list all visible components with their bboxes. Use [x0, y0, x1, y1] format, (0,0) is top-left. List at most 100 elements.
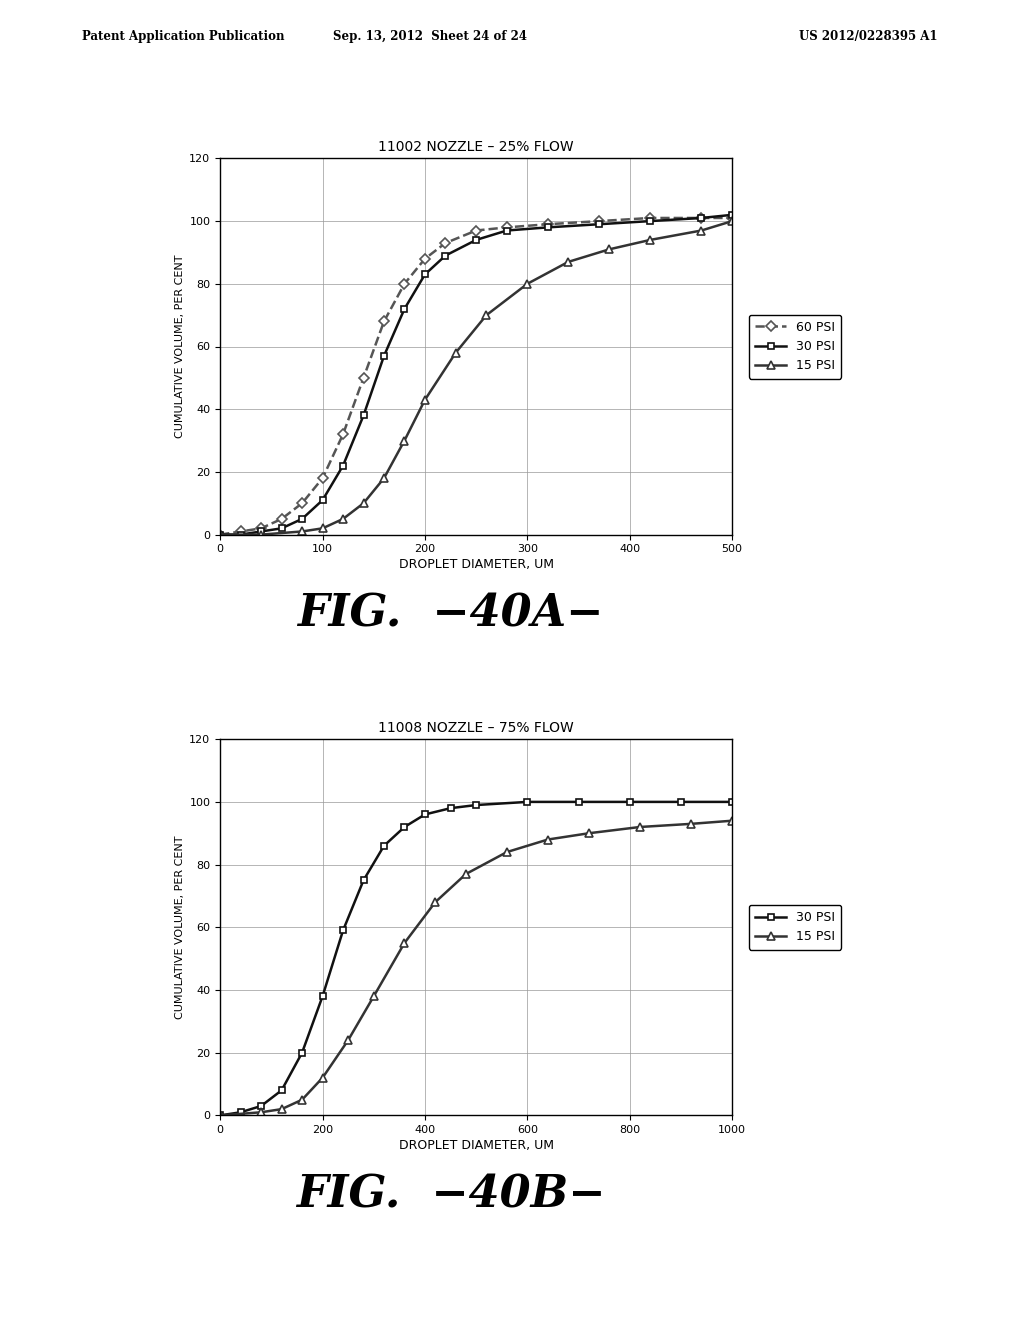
30 PSI: [214, 1107, 226, 1123]
15 PSI: [255, 1105, 267, 1121]
30 PSI: [275, 520, 288, 536]
60 PSI: [695, 210, 708, 226]
30 PSI: [275, 1082, 288, 1098]
30 PSI: [644, 214, 656, 230]
15 PSI: [398, 935, 411, 950]
30 PSI: [214, 527, 226, 543]
15 PSI: [342, 1032, 354, 1048]
15 PSI: [634, 818, 646, 836]
30 PSI: [378, 348, 390, 364]
30 PSI: [695, 210, 708, 226]
60 PSI: [296, 495, 308, 511]
15 PSI: [726, 813, 738, 829]
30 PSI: [675, 795, 687, 810]
Text: Sep. 13, 2012  Sheet 24 of 24: Sep. 13, 2012 Sheet 24 of 24: [333, 30, 527, 44]
15 PSI: [460, 866, 472, 882]
Title: 11002 NOZZLE – 25% FLOW: 11002 NOZZLE – 25% FLOW: [378, 140, 574, 154]
60 PSI: [398, 276, 411, 292]
Text: Patent Application Publication: Patent Application Publication: [82, 30, 285, 44]
15 PSI: [685, 816, 697, 832]
30 PSI: [337, 458, 349, 474]
15 PSI: [726, 214, 738, 230]
60 PSI: [593, 214, 605, 230]
15 PSI: [398, 433, 411, 449]
60 PSI: [378, 314, 390, 330]
15 PSI: [316, 1069, 329, 1085]
15 PSI: [583, 825, 595, 841]
30 PSI: [378, 838, 390, 854]
30 PSI: [316, 492, 329, 508]
30 PSI: [470, 797, 482, 813]
30 PSI: [398, 818, 411, 836]
15 PSI: [521, 276, 534, 292]
30 PSI: [726, 795, 738, 810]
30 PSI: [470, 232, 482, 248]
60 PSI: [255, 520, 267, 536]
60 PSI: [234, 524, 247, 540]
60 PSI: [470, 223, 482, 239]
15 PSI: [337, 511, 349, 527]
30 PSI: [593, 216, 605, 232]
X-axis label: DROPLET DIAMETER, UM: DROPLET DIAMETER, UM: [398, 1139, 554, 1152]
30 PSI: [357, 873, 370, 888]
30 PSI: [316, 989, 329, 1005]
60 PSI: [542, 216, 554, 232]
60 PSI: [316, 470, 329, 486]
60 PSI: [726, 210, 738, 226]
15 PSI: [450, 345, 462, 360]
15 PSI: [419, 392, 431, 408]
15 PSI: [429, 895, 441, 911]
Line: 60 PSI: 60 PSI: [217, 214, 735, 539]
Legend: 60 PSI, 30 PSI, 15 PSI: 60 PSI, 30 PSI, 15 PSI: [749, 314, 842, 379]
15 PSI: [501, 845, 513, 861]
60 PSI: [439, 235, 452, 251]
Legend: 30 PSI, 15 PSI: 30 PSI, 15 PSI: [749, 906, 842, 949]
30 PSI: [521, 795, 534, 810]
15 PSI: [255, 527, 267, 543]
60 PSI: [501, 219, 513, 235]
15 PSI: [357, 495, 370, 511]
30 PSI: [337, 923, 349, 939]
60 PSI: [337, 426, 349, 442]
15 PSI: [368, 989, 380, 1005]
Line: 30 PSI: 30 PSI: [217, 799, 735, 1119]
60 PSI: [419, 251, 431, 267]
15 PSI: [296, 1092, 308, 1107]
Y-axis label: CUMULATIVE VOLUME, PER CENT: CUMULATIVE VOLUME, PER CENT: [175, 255, 185, 438]
30 PSI: [444, 800, 457, 816]
15 PSI: [695, 223, 708, 239]
Line: 30 PSI: 30 PSI: [217, 211, 735, 539]
30 PSI: [501, 223, 513, 239]
30 PSI: [255, 1098, 267, 1114]
Line: 15 PSI: 15 PSI: [216, 817, 736, 1119]
30 PSI: [296, 1045, 308, 1061]
30 PSI: [234, 527, 247, 543]
30 PSI: [572, 795, 585, 810]
30 PSI: [296, 511, 308, 527]
15 PSI: [644, 232, 656, 248]
60 PSI: [644, 210, 656, 226]
15 PSI: [562, 253, 574, 269]
30 PSI: [398, 301, 411, 317]
30 PSI: [624, 795, 636, 810]
15 PSI: [214, 1107, 226, 1123]
15 PSI: [542, 832, 554, 847]
15 PSI: [275, 1101, 288, 1117]
Y-axis label: CUMULATIVE VOLUME, PER CENT: CUMULATIVE VOLUME, PER CENT: [175, 836, 185, 1019]
30 PSI: [255, 524, 267, 540]
Text: FIG.  −40A−: FIG. −40A−: [297, 593, 604, 635]
30 PSI: [726, 207, 738, 223]
Text: US 2012/0228395 A1: US 2012/0228395 A1: [799, 30, 937, 44]
30 PSI: [419, 807, 431, 822]
Text: FIG.  −40B−: FIG. −40B−: [296, 1173, 605, 1216]
15 PSI: [296, 524, 308, 540]
15 PSI: [603, 242, 615, 257]
30 PSI: [419, 267, 431, 282]
30 PSI: [542, 219, 554, 235]
30 PSI: [439, 248, 452, 264]
X-axis label: DROPLET DIAMETER, UM: DROPLET DIAMETER, UM: [398, 558, 554, 572]
60 PSI: [357, 370, 370, 385]
60 PSI: [214, 527, 226, 543]
15 PSI: [480, 308, 493, 323]
30 PSI: [234, 1105, 247, 1121]
